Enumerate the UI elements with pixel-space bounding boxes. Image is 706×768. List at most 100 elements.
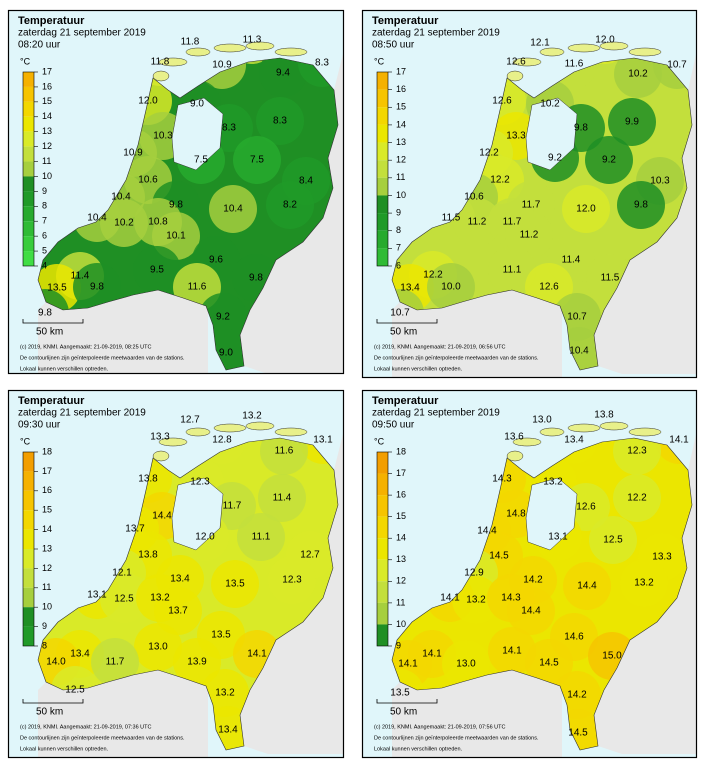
panel-frame xyxy=(361,389,698,759)
station-value: 12.7 xyxy=(180,415,200,426)
island xyxy=(512,437,542,447)
station-value: 9.2 xyxy=(602,155,616,166)
island xyxy=(567,423,601,433)
station-value: 14.2 xyxy=(523,575,543,586)
station-value: 14.4 xyxy=(152,511,172,522)
island xyxy=(152,70,170,82)
legend-swatch xyxy=(377,248,388,266)
footer-note: (c) 2019, KNMI. Aangemaakt: 21-09-2019, … xyxy=(20,344,151,350)
legend-tick-label: 10 xyxy=(42,602,52,612)
legend-swatch xyxy=(23,72,34,87)
legend-tick-label: 13 xyxy=(42,543,52,553)
island xyxy=(274,427,308,437)
station-value: 8.2 xyxy=(283,200,297,211)
station-value: 13.5 xyxy=(211,630,231,641)
legend-tick-label: 15 xyxy=(396,102,406,112)
legend-tick-label: 12 xyxy=(396,576,406,586)
temperature-area xyxy=(488,627,536,675)
station-value: 9.2 xyxy=(548,153,562,164)
station-value: 10.7 xyxy=(390,308,410,319)
station-value: 12.5 xyxy=(114,594,134,605)
station-value: 12.0 xyxy=(595,35,615,46)
scale-bar xyxy=(22,319,84,324)
temperature-area xyxy=(256,97,304,145)
station-value: 12.6 xyxy=(576,502,596,513)
temperature-area xyxy=(589,516,637,564)
island xyxy=(506,450,524,462)
legend-unit: °C xyxy=(20,436,31,446)
legend-frame xyxy=(22,71,35,267)
station-value: 13.1 xyxy=(548,532,568,543)
station-value: 14.0 xyxy=(46,657,66,668)
temperature-area xyxy=(525,639,573,687)
temperature-area xyxy=(613,474,661,522)
station-value: 13.8 xyxy=(138,474,158,485)
station-value: 11.6 xyxy=(565,59,584,70)
station-value: 10.2 xyxy=(114,218,134,229)
station-value: 12.3 xyxy=(627,446,647,457)
station-value: 10.9 xyxy=(123,148,143,159)
station-value: 13.8 xyxy=(594,410,614,421)
legend-tick-label: 11 xyxy=(396,172,405,182)
legend-tick-label: 16 xyxy=(396,489,406,499)
scale-label: 50 km xyxy=(390,327,417,338)
legend-swatch xyxy=(377,124,388,143)
station-value: 14.3 xyxy=(492,474,512,485)
temperature-area xyxy=(427,263,475,311)
station-value: 13.0 xyxy=(532,415,552,426)
legend-swatch xyxy=(23,549,34,569)
island xyxy=(158,57,188,67)
legend-unit: °C xyxy=(20,56,31,66)
station-value: 14.1 xyxy=(669,435,689,446)
station-value: 9.9 xyxy=(625,117,639,128)
station-value: 13.0 xyxy=(148,642,168,653)
temperature-area xyxy=(154,587,202,635)
island xyxy=(213,423,247,433)
station-value: 10.0 xyxy=(441,282,461,293)
legend-frame xyxy=(22,451,35,647)
land-outline xyxy=(37,57,339,371)
legend-swatch xyxy=(377,581,388,603)
island xyxy=(567,43,601,53)
station-value: 10.4 xyxy=(223,204,243,215)
island xyxy=(539,47,565,57)
legend-tick-label: 10 xyxy=(42,171,52,181)
legend-swatch xyxy=(23,236,34,252)
legend-tick-label: 16 xyxy=(42,485,52,495)
temperature-area xyxy=(608,98,656,146)
station-value: 11.2 xyxy=(520,230,539,241)
station-value: 10.3 xyxy=(650,176,670,187)
panel-frame xyxy=(361,9,698,379)
legend-tick-label: 11 xyxy=(42,582,51,592)
legend-tick-label: 12 xyxy=(42,563,52,573)
station-value: 8.3 xyxy=(273,116,287,127)
station-value: 13.1 xyxy=(313,435,333,446)
station-value: 9.2 xyxy=(216,312,230,323)
station-value: 12.6 xyxy=(539,282,559,293)
footer-note: De contourlijnen zijn geïnterpoleerde me… xyxy=(20,355,185,361)
temperature-area xyxy=(209,185,257,233)
legend-tick-label: 10 xyxy=(396,190,406,200)
legend-swatch xyxy=(377,452,388,474)
island xyxy=(539,427,565,437)
legend-unit: °C xyxy=(374,56,385,66)
station-value: 12.2 xyxy=(423,270,443,281)
legend-swatch xyxy=(377,142,388,161)
legend-swatch xyxy=(23,116,34,132)
station-value: 9.5 xyxy=(150,265,164,276)
temperature-area xyxy=(268,556,316,604)
station-value: 13.3 xyxy=(506,131,526,142)
temperature-area xyxy=(73,263,121,311)
temperature-area xyxy=(134,623,182,671)
temperature-area xyxy=(258,474,306,522)
legend-swatch xyxy=(23,510,34,530)
scale-bar xyxy=(376,699,438,704)
temperature-area xyxy=(620,559,668,607)
scale-label: 50 km xyxy=(36,707,63,718)
station-value: 13.5 xyxy=(390,688,410,699)
legend-tick-label: 8 xyxy=(42,640,47,650)
legend-swatch xyxy=(377,72,388,90)
station-value: 14.4 xyxy=(477,526,497,537)
panel-date: zaterdag 21 september 2019 xyxy=(18,408,146,419)
